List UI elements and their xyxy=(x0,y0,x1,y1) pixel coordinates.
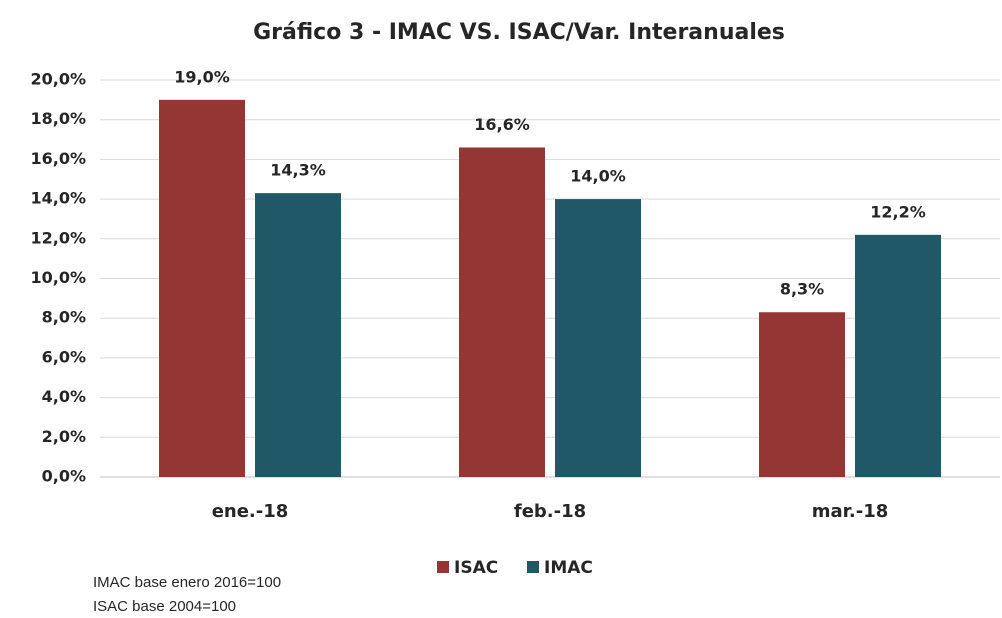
bar xyxy=(855,234,941,477)
y-tick-label: 6,0% xyxy=(42,347,86,366)
y-tick-label: 0,0% xyxy=(42,467,86,486)
bar xyxy=(255,193,341,477)
bar xyxy=(459,147,545,478)
note: IMAC base enero 2016=100 xyxy=(93,574,281,591)
y-tick-label: 14,0% xyxy=(30,189,86,208)
data-label: 12,2% xyxy=(870,202,926,221)
note: ISAC base 2004=100 xyxy=(93,598,236,615)
chart-title: Gráfico 3 - IMAC VS. ISAC/Var. Interanua… xyxy=(253,20,785,45)
y-tick-label: 20,0% xyxy=(30,70,86,89)
data-label: 14,3% xyxy=(270,161,326,180)
data-label: 14,0% xyxy=(570,167,626,186)
x-tick-label: feb.-18 xyxy=(514,501,586,522)
y-tick-label: 16,0% xyxy=(30,149,86,168)
legend-swatch xyxy=(437,561,449,573)
x-tick-label: mar.-18 xyxy=(812,501,889,522)
y-tick-label: 12,0% xyxy=(30,228,86,247)
data-label: 19,0% xyxy=(174,67,230,86)
bar xyxy=(159,99,245,477)
data-label: 16,6% xyxy=(474,115,530,134)
x-tick-label: ene.-18 xyxy=(212,501,289,522)
y-tick-label: 4,0% xyxy=(42,387,86,406)
legend-label: ISAC xyxy=(454,558,498,578)
y-tick-label: 2,0% xyxy=(42,427,86,446)
y-tick-label: 8,0% xyxy=(42,308,86,327)
y-tick-label: 18,0% xyxy=(30,109,86,128)
legend-label: IMAC xyxy=(544,558,593,578)
legend-swatch xyxy=(527,561,539,573)
bar xyxy=(759,312,845,477)
bar xyxy=(555,199,641,477)
data-label: 8,3% xyxy=(780,280,824,299)
y-tick-label: 10,0% xyxy=(30,268,86,287)
